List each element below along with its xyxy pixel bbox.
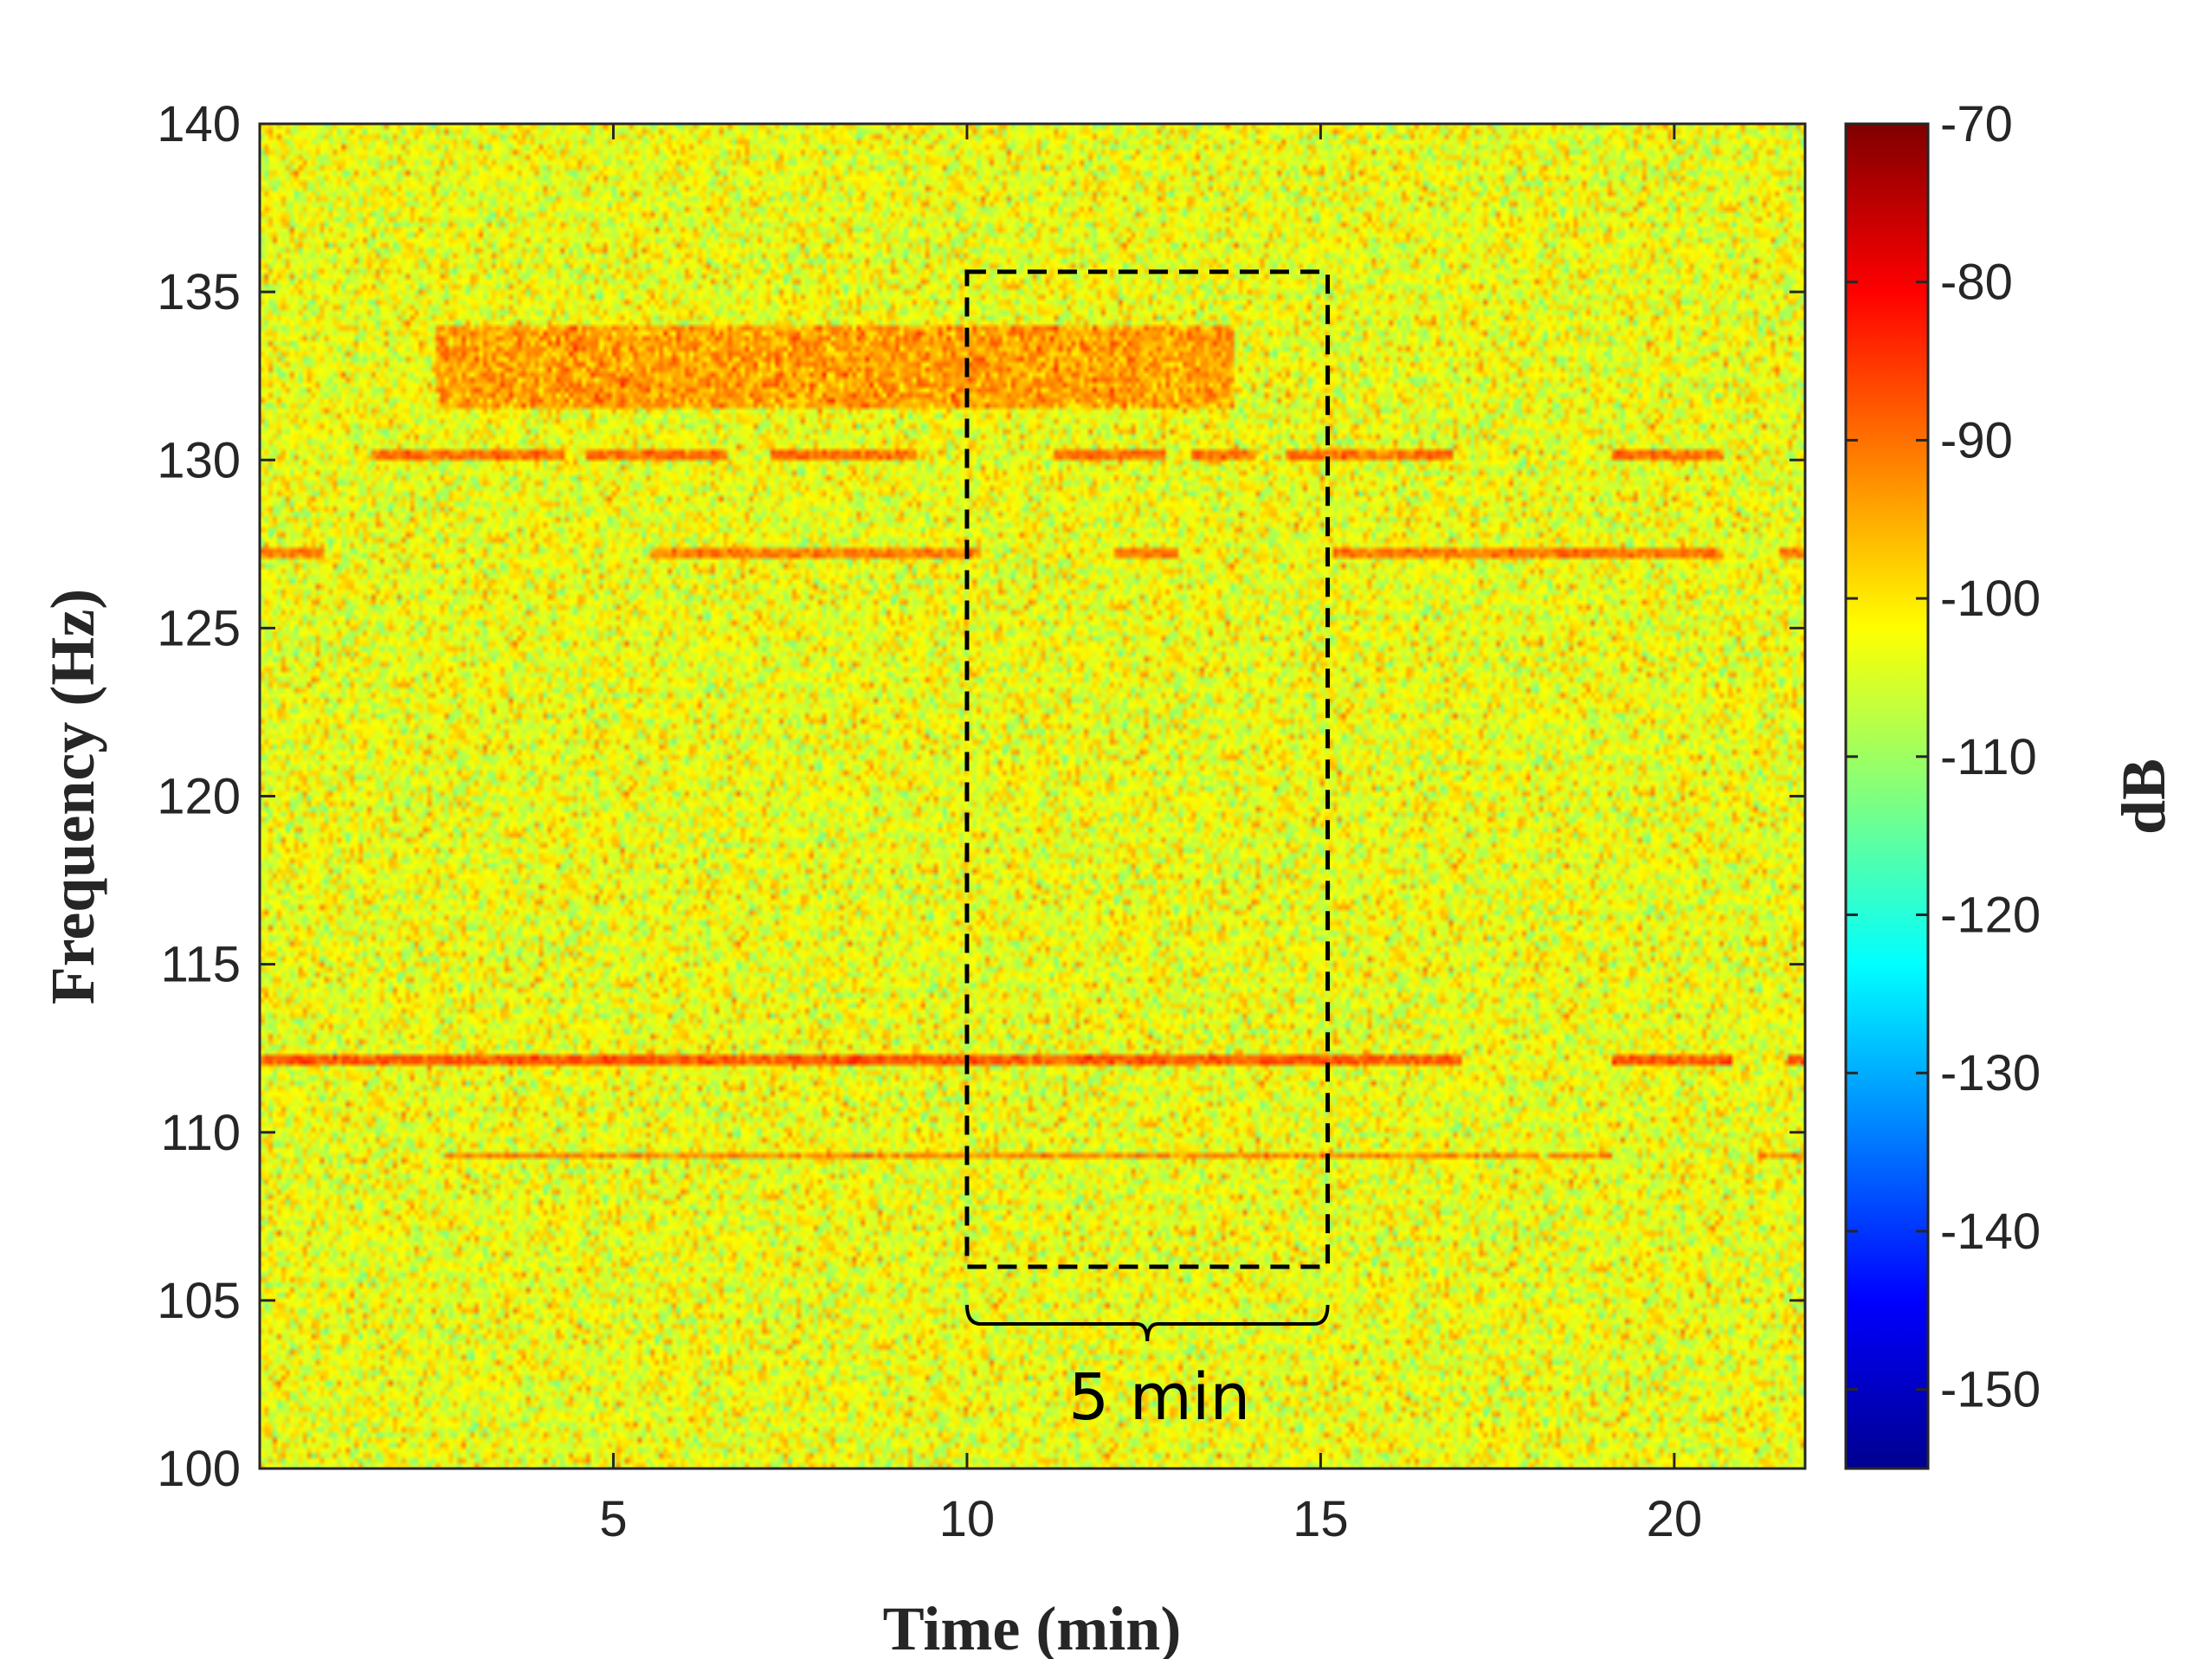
x-tick-label: 10 [939, 1491, 996, 1547]
y-tick-label: 100 [157, 1441, 241, 1497]
colorbar-ticks: -70 -80 -90 -100 -110 -120 -130 -140 -150 [1846, 96, 2041, 1418]
colorbar-tick-label: -140 [1940, 1204, 2041, 1260]
x-tick-label: 15 [1293, 1491, 1349, 1547]
colorbar-label: dB [2109, 758, 2178, 835]
colorbar-frame [1844, 122, 1930, 1470]
spectrogram-plot: 100 105 110 115 120 125 130 135 140 5 10 15 20 [157, 96, 1807, 1547]
x-axis: 5 10 15 20 [599, 124, 1702, 1547]
colorbar-tick-label: -70 [1940, 96, 2013, 152]
annotation-layer: 5 min [964, 269, 1331, 1435]
colorbar-tick-label: -150 [1940, 1362, 2041, 1418]
colorbar-tick-label: -90 [1940, 412, 2013, 468]
y-tick-label: 105 [157, 1273, 241, 1329]
y-tick-label: 125 [157, 600, 241, 656]
colorbar-gradient [1846, 124, 1928, 1469]
y-axis-label: Frequency (Hz) [38, 589, 107, 1005]
y-tick-label: 110 [161, 1105, 241, 1161]
time-span-brace [964, 1304, 1330, 1342]
y-tick-label: 115 [161, 937, 241, 993]
x-tick-label: 20 [1647, 1491, 1703, 1547]
time-span-label: 5 min [1068, 1360, 1250, 1435]
spectrogram-heatmap [260, 124, 1805, 1469]
y-tick-label: 120 [157, 769, 241, 825]
x-axis-label: Time (min) [883, 1594, 1182, 1659]
colorbar: -70 -80 -90 -100 -110 -120 -130 -140 -150 dB [1844, 96, 2178, 1470]
y-tick-label: 140 [157, 96, 241, 152]
colorbar-tick-label: -120 [1940, 888, 2041, 944]
highlight-box [964, 269, 1331, 1269]
colorbar-tick-label: -130 [1940, 1045, 2041, 1101]
x-tick-label: 5 [599, 1491, 627, 1547]
colorbar-tick-label: -80 [1940, 255, 2013, 311]
colorbar-tick-label: -110 [1940, 729, 2037, 785]
y-tick-label: 130 [157, 432, 241, 488]
y-tick-label: 135 [157, 264, 241, 320]
colorbar-tick-label: -100 [1940, 571, 2041, 627]
y-axis: 100 105 110 115 120 125 130 135 140 [157, 96, 1805, 1497]
